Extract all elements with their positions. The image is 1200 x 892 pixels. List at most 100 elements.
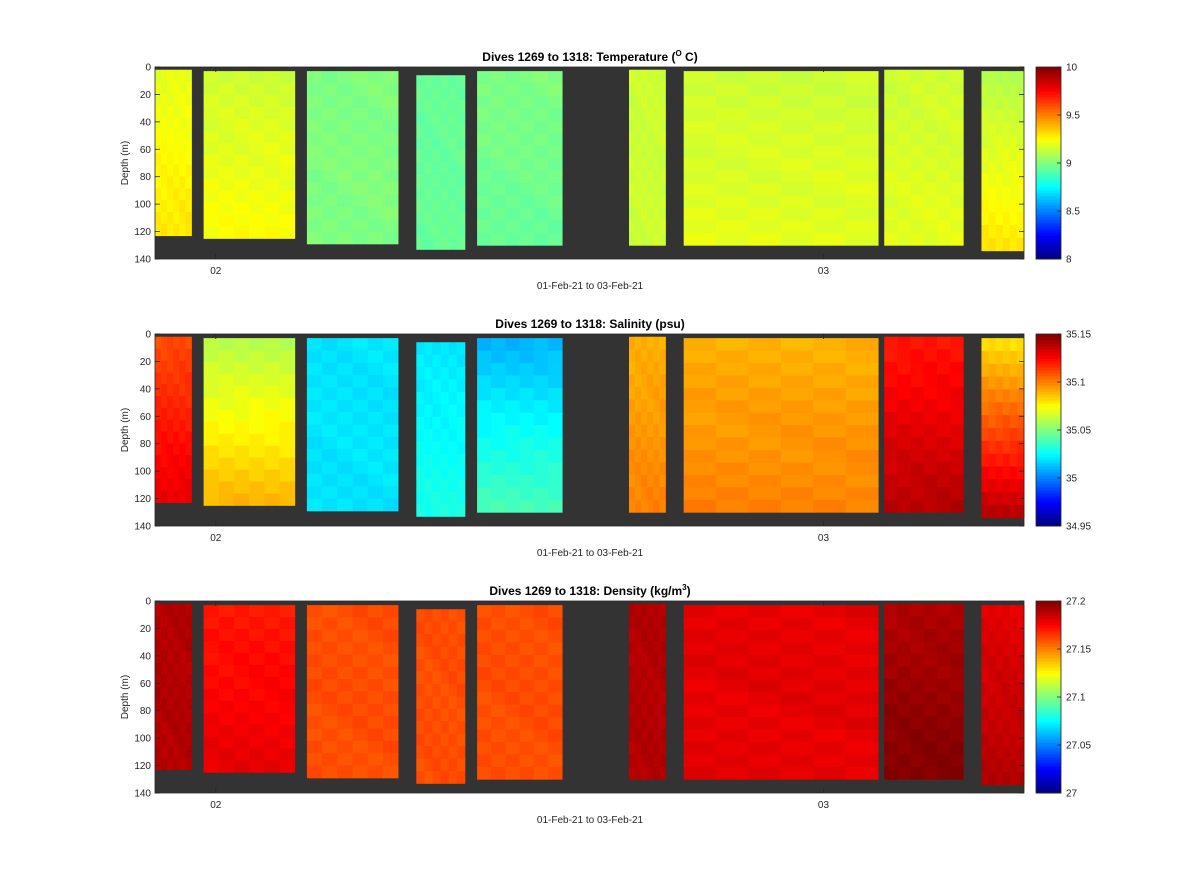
data-cell bbox=[1016, 363, 1025, 378]
data-cell bbox=[533, 232, 549, 246]
data-cell bbox=[505, 741, 521, 755]
data-cell bbox=[519, 605, 535, 618]
data-cell bbox=[641, 616, 648, 630]
data-cell bbox=[748, 158, 782, 172]
data-cell bbox=[424, 187, 433, 201]
data-cell bbox=[367, 486, 384, 499]
data-cell bbox=[653, 144, 660, 158]
data-cell bbox=[635, 132, 642, 146]
colorbar-segment bbox=[1036, 373, 1061, 377]
data-cell bbox=[440, 441, 450, 455]
data-cell bbox=[988, 186, 997, 200]
data-cell bbox=[716, 654, 749, 668]
data-cell bbox=[995, 746, 1004, 760]
data-cell bbox=[923, 220, 938, 234]
data-cell bbox=[845, 704, 879, 718]
colorbar-tick-label: 9 bbox=[1066, 159, 1072, 170]
data-cell bbox=[322, 375, 338, 388]
data-cell bbox=[533, 667, 549, 681]
data-cell bbox=[519, 232, 535, 246]
data-cell bbox=[936, 182, 951, 196]
data-cell bbox=[780, 437, 814, 451]
data-cell bbox=[203, 166, 220, 180]
data-cell bbox=[264, 760, 280, 773]
colorbar-segment bbox=[1036, 346, 1061, 350]
data-cell bbox=[155, 651, 162, 664]
data-cell bbox=[440, 491, 450, 505]
data-cell bbox=[505, 220, 521, 234]
data-cell bbox=[416, 212, 425, 225]
data-cell bbox=[897, 716, 911, 730]
data-cell bbox=[416, 137, 425, 151]
data-cell bbox=[161, 698, 168, 711]
data-cell bbox=[279, 457, 296, 470]
data-cell bbox=[264, 154, 280, 168]
colorbar-segment bbox=[1036, 754, 1061, 758]
data-cell bbox=[988, 771, 997, 786]
data-cell bbox=[683, 96, 717, 109]
data-cell bbox=[988, 338, 997, 352]
data-cell bbox=[845, 654, 879, 668]
data-cell bbox=[203, 226, 220, 239]
data-cell bbox=[249, 421, 265, 435]
colorbar-segment bbox=[1036, 115, 1061, 119]
data-cell bbox=[647, 399, 654, 413]
data-cell bbox=[629, 132, 636, 146]
data-cell bbox=[279, 493, 296, 506]
data-cell bbox=[748, 462, 782, 476]
data-cell bbox=[635, 411, 642, 425]
data-cell bbox=[322, 145, 338, 158]
data-cell bbox=[1002, 173, 1011, 188]
data-cell bbox=[306, 412, 323, 425]
data-cell bbox=[337, 424, 353, 438]
data-cell bbox=[533, 450, 549, 463]
data-cell bbox=[988, 746, 997, 760]
data-cell bbox=[249, 214, 265, 227]
data-cell bbox=[416, 124, 425, 138]
data-cell bbox=[988, 466, 997, 480]
data-cell bbox=[218, 397, 235, 411]
data-cell bbox=[367, 206, 384, 220]
y-tick-label: 140 bbox=[134, 522, 151, 533]
data-cell bbox=[845, 605, 879, 618]
data-cell bbox=[456, 721, 466, 735]
data-cell bbox=[683, 717, 717, 730]
colorbar-segment bbox=[1036, 244, 1061, 248]
data-cell bbox=[367, 436, 384, 450]
data-cell bbox=[884, 691, 898, 705]
data-cell bbox=[950, 182, 964, 196]
data-cell bbox=[910, 374, 925, 388]
data-cell bbox=[988, 630, 997, 645]
data-cell bbox=[249, 350, 265, 363]
data-cell bbox=[995, 135, 1004, 149]
data-cell bbox=[897, 195, 911, 209]
data-cell bbox=[716, 692, 749, 706]
data-cell bbox=[683, 400, 717, 414]
data-cell bbox=[659, 361, 666, 375]
data-cell bbox=[897, 182, 911, 196]
data-cell bbox=[950, 94, 964, 108]
data-cell bbox=[173, 348, 180, 361]
data-cell bbox=[185, 757, 192, 771]
data-cell bbox=[884, 754, 898, 768]
data-cell bbox=[845, 71, 879, 84]
data-cell bbox=[629, 170, 636, 183]
data-cell bbox=[995, 492, 1004, 506]
data-cell bbox=[279, 397, 296, 411]
data-cell bbox=[653, 449, 660, 463]
data-cell bbox=[1002, 492, 1011, 506]
data-cell bbox=[1016, 338, 1025, 352]
data-cell bbox=[748, 83, 782, 97]
data-cell bbox=[659, 462, 666, 476]
data-cell bbox=[185, 627, 192, 640]
y-axis-label: Depth (m) bbox=[120, 141, 131, 185]
data-cell bbox=[1009, 173, 1018, 188]
data-cell bbox=[780, 350, 814, 364]
data-cell bbox=[641, 424, 648, 438]
data-cell bbox=[1016, 350, 1025, 365]
data-cell bbox=[923, 94, 938, 108]
data-cell bbox=[352, 206, 369, 220]
data-cell bbox=[249, 226, 265, 239]
data-cell bbox=[367, 350, 384, 364]
data-cell bbox=[950, 132, 964, 146]
